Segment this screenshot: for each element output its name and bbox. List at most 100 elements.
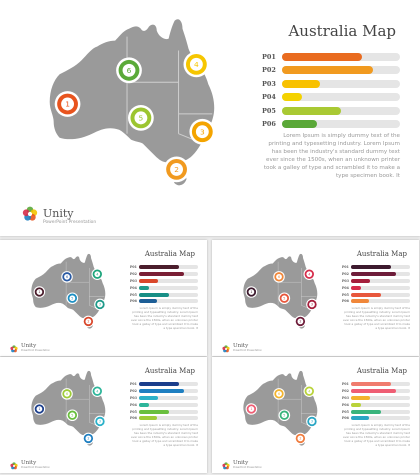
bar-row: P04 (130, 284, 198, 291)
marker-center (189, 57, 203, 71)
marker-number: 3 (99, 303, 101, 307)
bar-row: P01 (342, 381, 410, 388)
bar-label: P06 (262, 120, 276, 129)
bar-track (351, 416, 410, 421)
marker-number: 3 (311, 420, 313, 424)
marker-number: 5 (71, 296, 73, 300)
marker-number: 6 (278, 392, 280, 396)
map-marker-6[interactable]: 6 (273, 388, 285, 400)
bar-row: P02 (262, 64, 400, 78)
map-marker-4[interactable]: 4 (303, 268, 316, 280)
bar-track (351, 389, 410, 394)
bar-fill (139, 402, 150, 407)
marker-number: 1 (250, 407, 252, 411)
map-marker-2[interactable]: 2 (82, 315, 95, 328)
marker-number: 5 (139, 113, 144, 122)
marker-number: 3 (311, 303, 313, 307)
marker-center (309, 301, 315, 308)
logo-petal (10, 463, 14, 468)
marker-center (64, 273, 70, 280)
bar-fill (139, 292, 169, 297)
map-marker-3[interactable]: 3 (189, 118, 216, 145)
bar-label: P01 (130, 265, 137, 270)
australia-map: 1 2 3 4 5 6 (18, 250, 116, 334)
map-marker-1[interactable]: 1 (245, 286, 258, 298)
bar-fill (351, 299, 369, 304)
flower-logo-icon (10, 455, 18, 473)
map-marker-5[interactable]: 5 (66, 292, 79, 305)
bar-track (282, 66, 400, 75)
bar-list: P01 P02 P03 P04 P05 P06 (342, 381, 410, 422)
bar-label: P03 (130, 395, 137, 400)
bar-fill (139, 395, 158, 400)
marker-center (306, 271, 313, 278)
slide-description: Lorem Ipsum is simply dummy text of the … (343, 306, 410, 330)
marker-number: 2 (299, 320, 301, 324)
map-marker-5[interactable]: 5 (66, 409, 79, 422)
map-marker-3[interactable]: 3 (94, 415, 106, 428)
australia-map: 1 2 3 4 5 6 (230, 367, 328, 451)
bar-track (282, 106, 400, 115)
map-marker-4[interactable]: 4 (183, 51, 210, 78)
map-marker-2[interactable]: 2 (294, 315, 307, 328)
brand: Unity PowerPoint Presentation (10, 338, 50, 356)
map-marker-2[interactable]: 2 (163, 156, 190, 183)
map-marker-6[interactable]: 6 (273, 271, 285, 283)
bar-label: P02 (130, 389, 137, 394)
bar-label: P01 (342, 382, 349, 387)
bar-row: P03 (342, 278, 410, 285)
map-marker-3[interactable]: 3 (94, 298, 106, 311)
australia-map-svg: 1 2 3 4 5 6 (243, 370, 318, 446)
bar-row: P01 (130, 381, 198, 388)
marker-center (134, 111, 148, 125)
map-marker-6[interactable]: 6 (61, 271, 73, 283)
marker-center (94, 388, 101, 395)
brand: Unity PowerPoint Presentation (222, 338, 262, 356)
bar-track (139, 299, 198, 304)
marker-number: 6 (127, 66, 132, 75)
map-marker-6[interactable]: 6 (116, 57, 142, 84)
brand-subtitle: PowerPoint Presentation (21, 466, 50, 469)
marker-center (69, 295, 76, 302)
australia-map: 1 2 3 4 5 6 (18, 367, 116, 451)
bar-fill (351, 409, 381, 414)
marker-center (97, 418, 103, 425)
map-marker-5[interactable]: 5 (278, 409, 291, 422)
bar-row: P06 (130, 298, 198, 305)
map-marker-1[interactable]: 1 (33, 403, 46, 415)
bar-label: P03 (342, 278, 349, 283)
logo-center (12, 464, 16, 468)
bar-row: P04 (342, 401, 410, 408)
bar-track (139, 409, 198, 414)
slide-description: Lorem Ipsum is simply dummy text of the … (263, 133, 400, 179)
map-marker-4[interactable]: 4 (303, 385, 316, 397)
bar-label: P05 (342, 292, 349, 297)
bar-row: P06 (130, 415, 198, 422)
map-marker-4[interactable]: 4 (91, 385, 104, 397)
australia-landmass (49, 19, 215, 186)
bar-fill (139, 299, 157, 304)
map-marker-5[interactable]: 5 (278, 292, 291, 305)
bar-track (351, 402, 410, 407)
slide-description: Lorem Ipsum is simply dummy text of the … (343, 423, 410, 447)
marker-center (276, 273, 282, 280)
map-marker-4[interactable]: 4 (91, 268, 104, 280)
map-marker-1[interactable]: 1 (33, 286, 46, 298)
map-marker-1[interactable]: 1 (245, 403, 258, 415)
map-marker-3[interactable]: 3 (306, 415, 318, 428)
brand-name: Unity (21, 343, 37, 349)
map-marker-3[interactable]: 3 (306, 298, 318, 311)
map-marker-2[interactable]: 2 (82, 432, 95, 445)
map-marker-5[interactable]: 5 (128, 104, 154, 131)
map-marker-6[interactable]: 6 (61, 388, 73, 400)
map-marker-1[interactable]: 1 (54, 91, 81, 117)
map-marker-2[interactable]: 2 (294, 432, 307, 445)
bar-fill (139, 409, 169, 414)
marker-center (306, 388, 313, 395)
bar-row: P06 (342, 298, 410, 305)
